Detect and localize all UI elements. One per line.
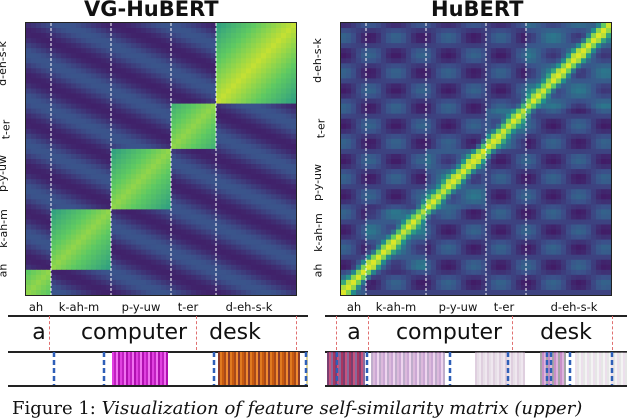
x-tick-p-y-uw: p-y-uw <box>438 300 478 314</box>
word-boundary-red <box>336 316 338 350</box>
word-boundary-red <box>368 316 370 350</box>
caption-prefix: Figure 1: <box>12 398 102 419</box>
hubert-title: HuBERT <box>431 0 524 21</box>
word-a: a <box>32 320 46 345</box>
vg-hubert-title: VG-HuBERT <box>84 0 219 21</box>
y-tick-d-eh-s-k: d-eh-s-k <box>0 41 9 86</box>
word-computer: computer <box>395 320 503 345</box>
word-row-top-rule <box>8 315 308 317</box>
y-tick-ah: ah <box>311 263 325 278</box>
word-desk: desk <box>209 320 261 345</box>
segment-strip-top-rule <box>325 351 627 353</box>
segment-strip-bottom-rule <box>325 385 627 387</box>
vg-hubert-segment-strip <box>52 352 308 385</box>
y-tick-k-ah-m: k-ah-m <box>0 209 10 248</box>
word-boundary-red <box>296 316 298 350</box>
x-tick-p-y-uw: p-y-uw <box>121 300 161 314</box>
word-boundary-red <box>512 316 514 350</box>
word-boundary-red <box>612 316 614 350</box>
vg-hubert-heatmap <box>26 23 296 295</box>
word-computer: computer <box>80 320 188 345</box>
segment-strip-bottom-rule <box>8 385 308 387</box>
x-tick-t-er: t-er <box>493 300 515 314</box>
y-tick-p-y-uw: p-y-uw <box>311 163 325 202</box>
x-tick-k-ah-m: k-ah-m <box>58 300 100 314</box>
y-tick-t-er: t-er <box>314 118 328 139</box>
word-a: a <box>347 320 361 345</box>
y-tick-ah: ah <box>0 263 10 278</box>
y-tick-d-eh-s-k: d-eh-s-k <box>310 38 324 83</box>
hubert-heatmap <box>341 23 611 295</box>
x-tick-k-ah-m: k-ah-m <box>375 300 417 314</box>
y-tick-k-ah-m: k-ah-m <box>311 213 325 252</box>
x-tick-ah: ah <box>28 300 44 314</box>
word-boundary-red <box>196 316 198 350</box>
y-tick-p-y-uw: p-y-uw <box>0 154 10 193</box>
x-tick-d-eh-s-k: d-eh-s-k <box>550 300 598 314</box>
figure-caption: Figure 1: Visualization of feature self-… <box>12 398 582 419</box>
x-tick-d-eh-s-k: d-eh-s-k <box>225 300 273 314</box>
segment-strip-top-rule <box>8 351 308 353</box>
word-boundary-red <box>49 316 51 350</box>
word-desk: desk <box>540 320 592 345</box>
y-tick-t-er: t-er <box>0 119 13 140</box>
x-tick-ah: ah <box>346 300 362 314</box>
caption-text: Visualization of feature self-similarity… <box>101 398 583 419</box>
x-tick-t-er: t-er <box>177 300 199 314</box>
vg-hubert-similarity-matrix <box>25 22 297 296</box>
hubert-similarity-matrix <box>340 22 612 296</box>
hubert-segment-strip <box>327 352 627 385</box>
word-row-top-rule <box>325 315 627 317</box>
